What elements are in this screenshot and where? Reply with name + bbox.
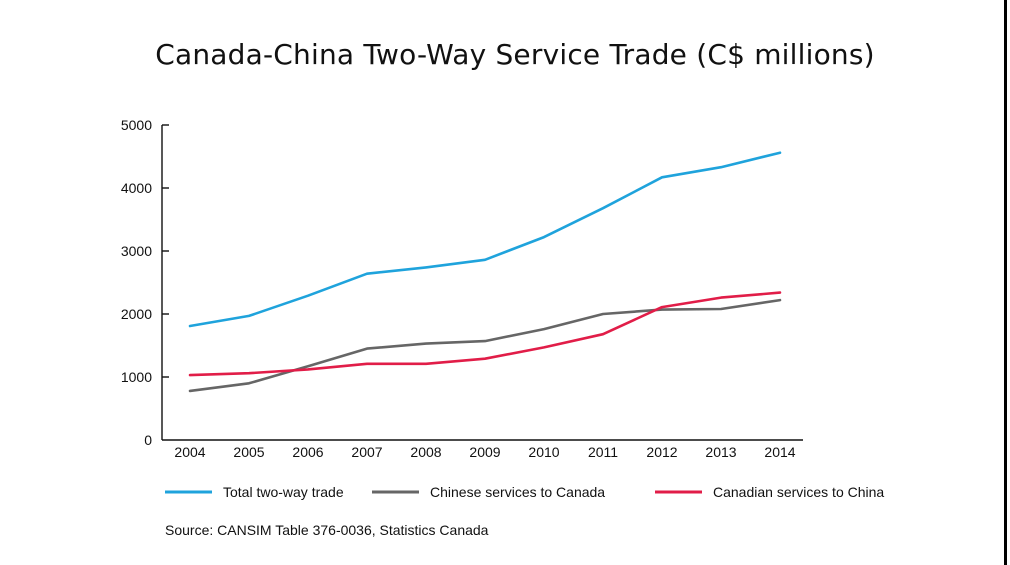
- chart-legend: Total two-way trade Chinese services to C…: [165, 484, 884, 500]
- y-axis-ticks: 0 1000 2000 3000 4000 5000: [121, 117, 169, 448]
- series-line-2: [188, 298, 782, 393]
- y-tick-label: 0: [144, 432, 152, 448]
- x-tick-label: 2012: [646, 444, 677, 460]
- x-tick-label: 2006: [292, 444, 323, 460]
- y-tick-label: 2000: [121, 306, 152, 322]
- x-tick-label: 2013: [705, 444, 736, 460]
- y-tick-label: 4000: [121, 180, 152, 196]
- x-tick-label: 2014: [764, 444, 795, 460]
- x-tick-label: 2005: [233, 444, 264, 460]
- x-tick-label: 2010: [528, 444, 559, 460]
- legend-label: Chinese services to Canada: [430, 484, 605, 500]
- source-note: Source: CANSIM Table 376-0036, Statistic…: [165, 522, 489, 538]
- y-tick-label: 1000: [121, 369, 152, 385]
- right-edge-border: [1004, 0, 1007, 565]
- x-axis-ticks: 2004 2005 2006 2007 2008 2009 2010 2011 2012 2013…: [174, 444, 795, 460]
- legend-label: Canadian services to China: [713, 484, 884, 500]
- x-tick-label: 2011: [588, 444, 618, 460]
- legend-label: Total two-way trade: [223, 484, 344, 500]
- series-line-3: [188, 291, 782, 377]
- y-tick-label: 3000: [121, 243, 152, 259]
- series-lines: [188, 151, 782, 393]
- chart-title: Canada-China Two-Way Service Trade (C$ m…: [155, 38, 875, 71]
- x-tick-label: 2004: [174, 444, 205, 460]
- y-tick-label: 5000: [121, 117, 152, 133]
- series-line-1: [188, 151, 782, 328]
- x-tick-label: 2009: [469, 444, 500, 460]
- x-tick-label: 2007: [351, 444, 382, 460]
- x-tick-label: 2008: [410, 444, 441, 460]
- chart-axes: [161, 125, 803, 441]
